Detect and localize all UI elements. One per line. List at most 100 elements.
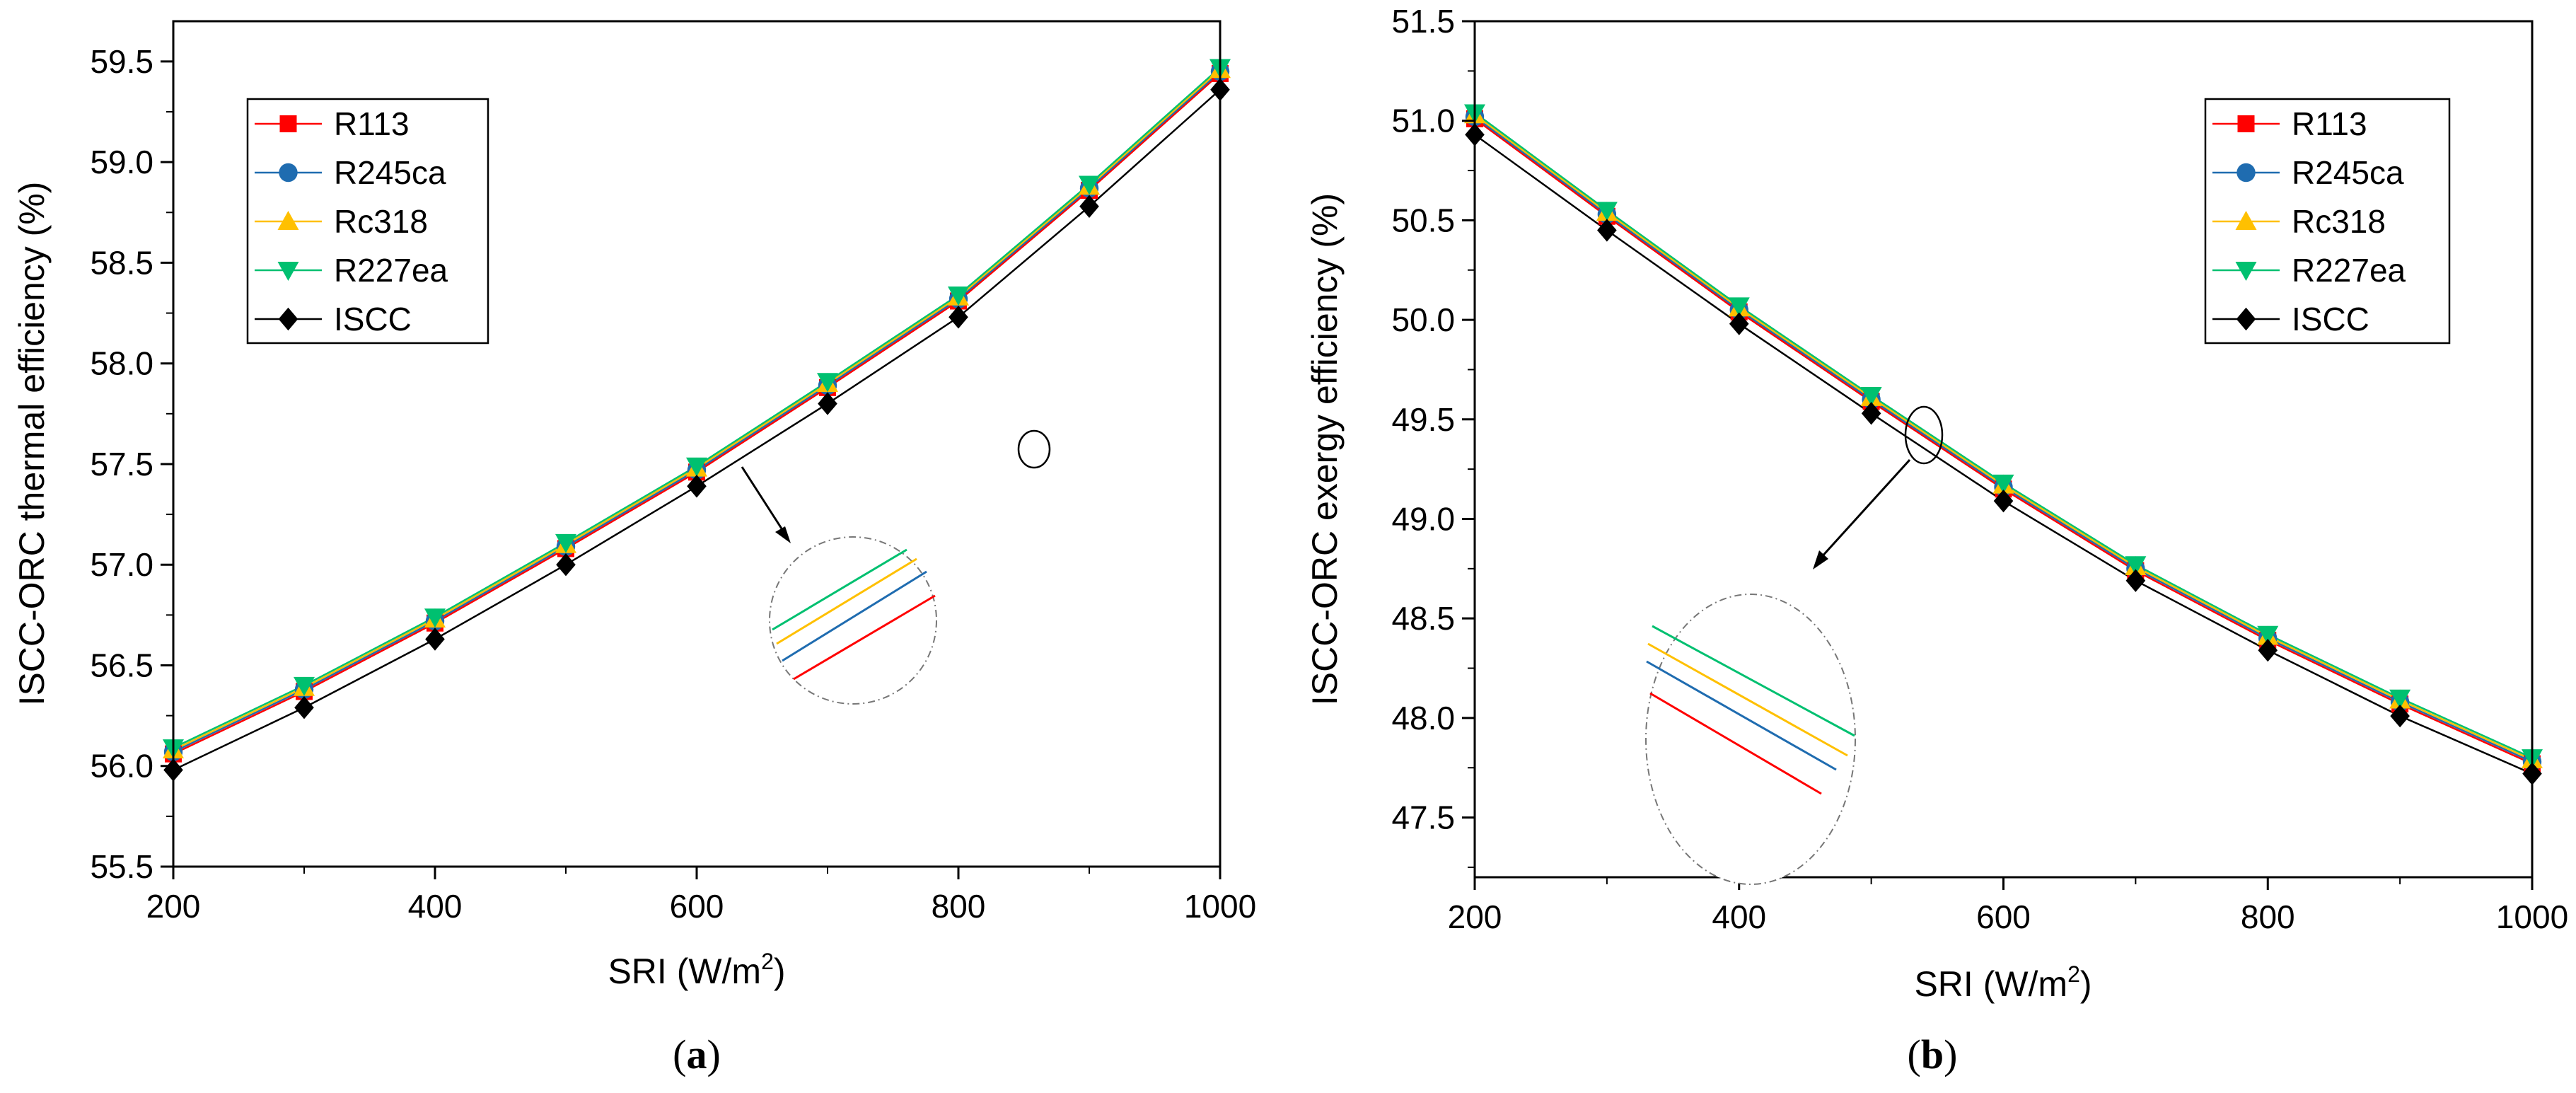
chart-a-ytick-label: 59.5 [90, 43, 153, 80]
chart-b-point-r227ea [2257, 625, 2279, 645]
chart-b-point-r227ea [2125, 556, 2147, 576]
chart-b-zoom-annotation [1645, 405, 1944, 885]
chart-b-point-iscc [2258, 639, 2278, 662]
chart-a-zoom-line-r227ea [772, 548, 907, 631]
chart-b-ytick-label: 51.5 [1391, 3, 1455, 40]
chart-a-point-r227ea [817, 373, 838, 393]
chart-a-point-r227ea [555, 533, 576, 553]
chart-b-point-iscc [2390, 704, 2410, 728]
chart-b-point-r227ea [1992, 474, 2014, 494]
chart-b-ytick-label: 48.5 [1391, 600, 1455, 637]
chart-b-zoom-line-rc318 [1647, 642, 1848, 757]
chart-b-zoom-arrowhead [1813, 550, 1828, 569]
chart-b-legend-label-iscc: ISCC [2292, 301, 2369, 337]
chart-a-legend-label-r245ca: R245ca [334, 154, 446, 191]
chart-a-xtick-label: 800 [932, 888, 986, 925]
chart-b-point-r227ea [1728, 297, 1750, 317]
chart-a-xtick-label: 1000 [1184, 888, 1256, 925]
chart-a-zoom-annotation [741, 429, 1051, 705]
chart-b-zoom-line-r113 [1649, 692, 1822, 795]
chart-a-point-iscc [425, 628, 445, 651]
chart-a-ytick-label: 57.5 [90, 446, 153, 482]
chart-a-series-group [163, 59, 1231, 782]
chart-b-zoom-marker [1904, 405, 1944, 465]
chart-a-legend-label-rc318: Rc318 [334, 203, 428, 240]
panel-b-label: (b) [1908, 1031, 1958, 1077]
chart-a-ytick-label: 59.0 [90, 144, 153, 180]
chart-a-point-iscc [556, 553, 576, 577]
chart-b-ytick-label: 50.5 [1391, 202, 1455, 238]
chart-b-ytick-label: 51.0 [1391, 103, 1455, 139]
chart-a-zoom-arrowhead [775, 526, 791, 543]
chart-b-ytick-label: 49.5 [1391, 401, 1455, 438]
chart-a-axes: 200 400 600 800 1000 55.5 56.0 56.5 57.0 57.5 58.0… [90, 43, 1256, 925]
chart-b-xtick-label: 800 [2241, 898, 2295, 935]
chart-b-ytick-label: 47.5 [1391, 799, 1455, 836]
chart-panel-a: 200 400 600 800 1000 55.5 56.0 56.5 57.0 57.5 58.0… [12, 20, 1256, 1077]
chart-b-xtick-label: 1000 [2496, 898, 2568, 935]
chart-b-zoom-line-r227ea [1652, 625, 1855, 737]
chart-b-xtick-label: 600 [1976, 898, 2031, 935]
chart-a-point-r227ea [1079, 175, 1100, 195]
chart-a-ytick-label: 58.5 [90, 244, 153, 281]
chart-a-legend-label-r227ea: R227ea [334, 252, 448, 289]
chart-a-ylabel: ISCC-ORC thermal efficiency (%) [12, 182, 52, 706]
chart-a-point-iscc [818, 392, 837, 415]
chart-a-point-r227ea [294, 676, 315, 696]
chart-b-xlabel: SRI (W/m2) [1914, 961, 2091, 1004]
chart-a-point-r227ea [424, 608, 446, 628]
chart-b-legend-label-r113: R113 [2292, 105, 2367, 142]
chart-a-legend-marker-r227ea [277, 262, 299, 281]
chart-b-legend-label-r245ca: R245ca [2292, 154, 2404, 191]
chart-b-point-iscc [1729, 312, 1749, 335]
chart-a-point-iscc [294, 696, 314, 719]
chart-b-point-iscc [1861, 402, 1881, 425]
chart-a-ytick-label: 57.0 [90, 546, 153, 583]
chart-a-xtick-label: 400 [408, 888, 463, 925]
chart-a-zoom-line-r113 [793, 594, 936, 681]
panel-a-label: (a) [673, 1031, 721, 1077]
chart-b-legend-marker-r227ea [2235, 262, 2257, 281]
chart-b-legend-marker-rc318 [2235, 211, 2257, 230]
chart-a-zoom-marker [1017, 429, 1051, 469]
chart-b-ytick-label: 48.0 [1391, 700, 1455, 736]
chart-a-legend-marker-r113 [279, 115, 297, 132]
chart-a-point-iscc [1079, 195, 1099, 218]
chart-b-point-r227ea [1596, 202, 1618, 221]
chart-b-ylabel: ISCC-ORC exergy efficiency (%) [1305, 193, 1345, 705]
chart-b-xtick-label: 400 [1712, 898, 1766, 935]
chart-b-legend-marker-iscc [2236, 307, 2256, 331]
chart-a-zoom-line-rc318 [776, 557, 917, 645]
chart-b-point-r227ea [2389, 689, 2411, 709]
chart-a-point-r227ea [686, 457, 707, 477]
chart-b-point-iscc [1993, 489, 2014, 513]
chart-b-legend-marker-r113 [2237, 115, 2255, 132]
chart-b-legend-label-r227ea: R227ea [2292, 252, 2406, 289]
chart-b-legend: R113 R245ca Rc318 R227ea ISCC [2204, 98, 2451, 345]
chart-b-xtick-label: 200 [1448, 898, 1502, 935]
chart-a-xtick-label: 200 [146, 888, 201, 925]
chart-b-legend-label-rc318: Rc318 [2292, 203, 2386, 240]
chart-b-ytick-label: 50.0 [1391, 301, 1455, 338]
chart-b-series-group [1464, 104, 2543, 785]
chart-a-legend-label-iscc: ISCC [334, 301, 412, 337]
chart-a-zoom-arrow [741, 466, 788, 537]
chart-b-zoom-lens [1645, 594, 1856, 885]
chart-b-point-r227ea [1860, 387, 1882, 407]
chart-a-zoom-line-r245ca [782, 570, 927, 662]
chart-a-ytick-label: 58.0 [90, 345, 153, 382]
chart-b-zoom-arrow [1818, 458, 1911, 560]
chart-b-ytick-label: 49.0 [1391, 500, 1455, 537]
chart-a-legend-marker-r245ca [279, 163, 298, 183]
chart-b-point-iscc [2125, 569, 2146, 592]
chart-a-zoom-lens [769, 536, 937, 705]
chart-a-legend-marker-iscc [278, 307, 298, 331]
chart-b-axes: 200 400 600 800 1000 47.5 48.0 48.5 49.0 49.5 50.0… [1391, 3, 2568, 935]
chart-panel-b: 200 400 600 800 1000 47.5 48.0 48.5 49.0 49.5 50.0… [1305, 3, 2568, 1077]
chart-a-legend-label-r113: R113 [334, 105, 410, 142]
chart-a-ytick-label: 56.5 [90, 647, 153, 683]
chart-a-point-iscc [687, 475, 707, 498]
chart-a-xlabel: SRI (W/m2) [608, 949, 785, 991]
chart-b-legend-marker-r245ca [2236, 163, 2256, 183]
